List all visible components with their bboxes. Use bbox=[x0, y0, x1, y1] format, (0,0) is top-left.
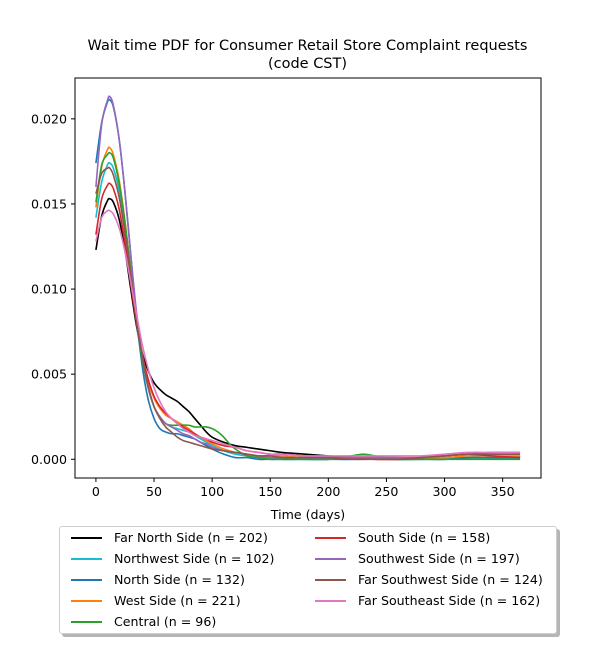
x-tick-label: 50 bbox=[146, 484, 162, 499]
x-tick-label: 200 bbox=[316, 484, 340, 499]
y-tick-label: 0.005 bbox=[31, 367, 67, 382]
y-tick-label: 0.000 bbox=[31, 452, 67, 467]
legend-swatch bbox=[315, 558, 346, 560]
legend-label: Far Southeast Side (n = 162) bbox=[358, 593, 541, 608]
legend-label: Far North Side (n = 202) bbox=[114, 530, 268, 545]
y-tick-label: 0.010 bbox=[31, 282, 67, 297]
legend: Far North Side (n = 202) Northwest Side (… bbox=[59, 526, 557, 634]
y-tick-label: 0.020 bbox=[31, 111, 67, 126]
legend-label: South Side (n = 158) bbox=[358, 530, 491, 545]
series-line-8 bbox=[95, 166, 521, 461]
legend-label: Northwest Side (n = 102) bbox=[114, 551, 275, 566]
x-tick-label: 150 bbox=[258, 484, 282, 499]
legend-swatch bbox=[315, 600, 346, 602]
legend-label: West Side (n = 221) bbox=[114, 593, 241, 608]
x-tick-label: 100 bbox=[200, 484, 224, 499]
legend-swatch bbox=[71, 537, 102, 539]
x-tick-label: 350 bbox=[491, 484, 515, 499]
legend-swatch bbox=[71, 621, 102, 623]
series-line-1 bbox=[95, 197, 521, 461]
legend-swatch bbox=[71, 600, 102, 602]
series-line-9 bbox=[95, 209, 521, 457]
x-tick-label: 300 bbox=[433, 484, 457, 499]
y-axis: 0.000 0.005 0.010 0.015 0.020 bbox=[31, 111, 75, 467]
x-axis: 0 50 100 150 200 250 300 350 bbox=[92, 478, 515, 499]
x-tick-label: 0 bbox=[92, 484, 100, 499]
series-line-7 bbox=[95, 95, 521, 459]
legend-label: North Side (n = 132) bbox=[114, 572, 245, 587]
chart-subtitle: (code CST) bbox=[267, 56, 348, 72]
legend-swatch bbox=[315, 579, 346, 581]
series-line-4 bbox=[95, 146, 521, 459]
series-line-2 bbox=[95, 161, 521, 461]
legend-swatch bbox=[315, 537, 346, 539]
legend-label: Southwest Side (n = 197) bbox=[358, 551, 520, 566]
y-tick-label: 0.015 bbox=[31, 196, 67, 211]
series-line-5 bbox=[95, 151, 521, 461]
x-tick-label: 250 bbox=[374, 484, 398, 499]
legend-swatch bbox=[71, 558, 102, 560]
legend-label: Far Southwest Side (n = 124) bbox=[358, 572, 543, 587]
x-axis-label: Time (days) bbox=[270, 507, 345, 522]
series-layer bbox=[95, 95, 521, 461]
chart-title: Wait time PDF for Consumer Retail Store … bbox=[87, 38, 528, 54]
legend-swatch bbox=[71, 579, 102, 581]
plot-frame bbox=[74, 77, 542, 479]
legend-label: Central (n = 96) bbox=[114, 614, 217, 629]
